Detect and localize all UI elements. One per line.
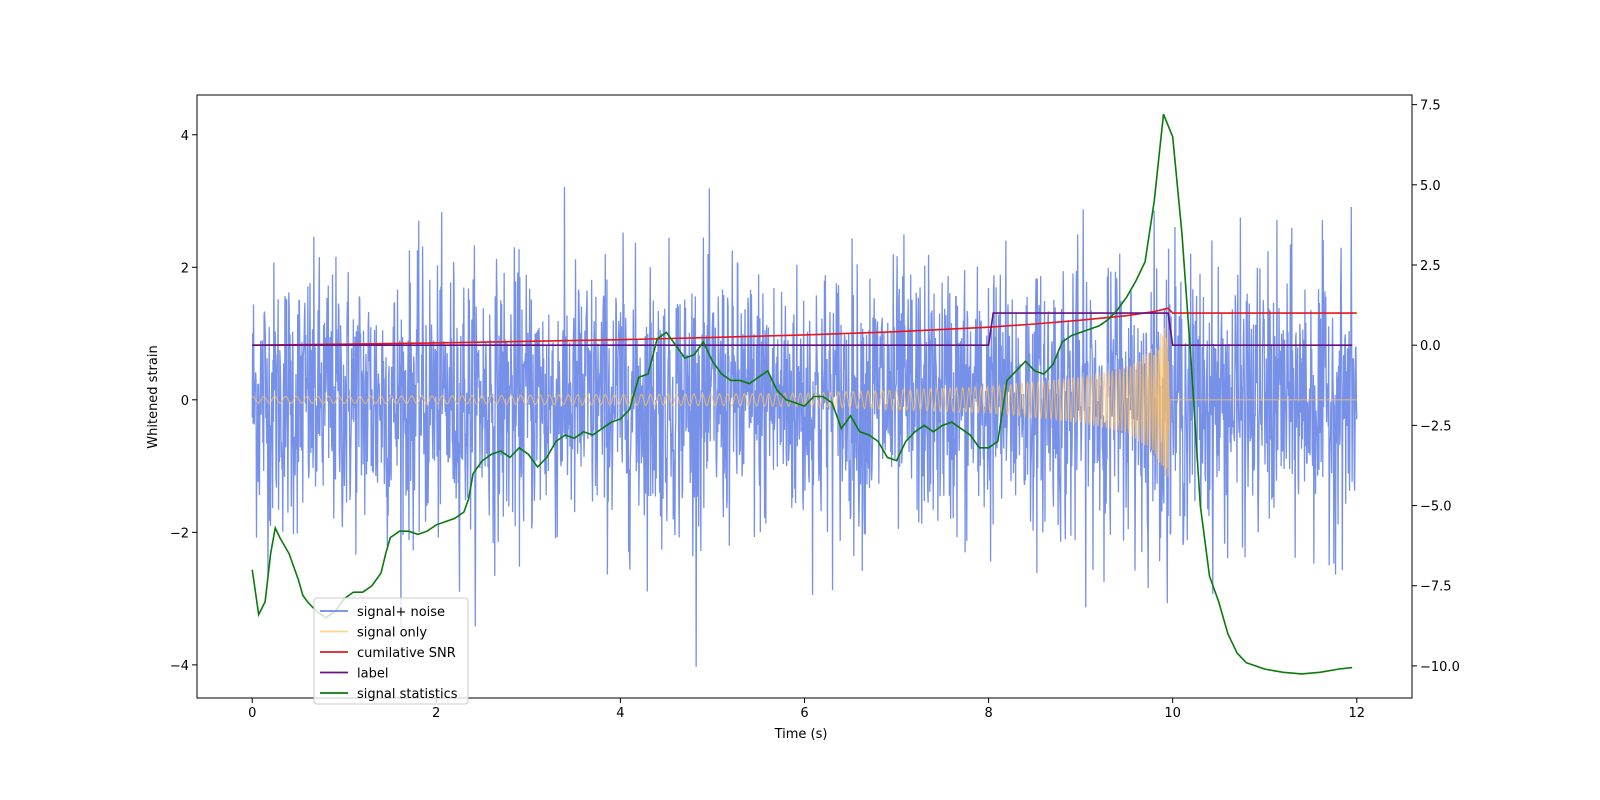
x-tick-label: 4 — [616, 706, 624, 721]
y-right-tick-label: −5.0 — [1420, 500, 1452, 515]
x-tick-label: 8 — [984, 706, 992, 721]
legend-label-signal-statistics: signal statistics — [357, 687, 458, 702]
y-right-tick-label: −10.0 — [1420, 660, 1460, 675]
y-right-tick-label: 0.0 — [1420, 339, 1441, 354]
y-right-tick-label: 5.0 — [1420, 179, 1441, 194]
y-right-tick-label: 7.5 — [1420, 99, 1441, 114]
series-signal-noise — [251, 186, 1358, 667]
legend-label-signal-only: signal only — [357, 626, 427, 641]
axes-layer: 0 2 4 6 8 10 12 −4 −2 0 2 4 −10.0 −7.5 −5.0 −2.5 0.0 2.5 5… — [170, 99, 1460, 721]
series-signal-statistics — [251, 113, 1353, 675]
y-left-tick-label: 4 — [181, 129, 189, 144]
y-left-tick-label: −2 — [170, 526, 189, 541]
legend: signal+ noise signal only cumilative SNR la… — [313, 597, 469, 705]
x-tick-label: 0 — [248, 706, 256, 721]
y-right-tick-label: 2.5 — [1420, 259, 1441, 274]
y-axis-title: Whitened strain — [146, 345, 161, 448]
y-right-tick-label: −2.5 — [1420, 419, 1452, 434]
x-tick-label: 6 — [800, 706, 808, 721]
y-right-tick-label: −7.5 — [1420, 580, 1452, 595]
legend-label-cumilative-snr: cumilative SNR — [357, 646, 456, 661]
legend-label-signal-noise: signal+ noise — [357, 605, 445, 620]
y-left-tick-label: 2 — [181, 261, 189, 276]
x-axis-title: Time (s) — [774, 727, 828, 742]
y-left-tick-label: −4 — [170, 659, 189, 674]
x-tick-label: 12 — [1348, 706, 1365, 721]
legend-label-label: label — [357, 667, 388, 682]
y-left-tick-label: 0 — [181, 394, 189, 409]
x-tick-label: 2 — [432, 706, 440, 721]
x-tick-label: 10 — [1164, 706, 1181, 721]
series-layer — [251, 113, 1358, 675]
series-label — [252, 312, 1353, 346]
series-cumilative-snr — [252, 307, 1357, 346]
legend-box — [313, 597, 469, 705]
